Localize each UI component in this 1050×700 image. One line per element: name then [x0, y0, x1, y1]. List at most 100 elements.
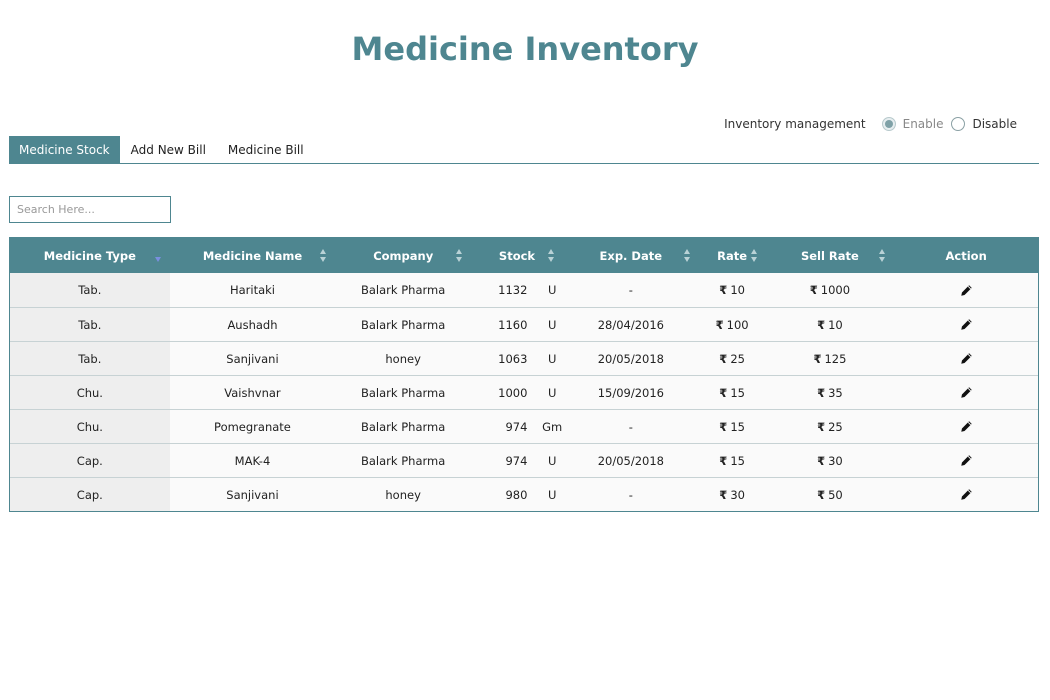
cell-company: Balark Pharma	[335, 410, 471, 443]
rupee-icon: ₹	[719, 419, 728, 434]
disable-radio[interactable]	[951, 117, 966, 131]
inventory-management: Inventory management Enable Disable	[724, 117, 1017, 131]
pencil-edit-icon[interactable]	[960, 352, 973, 365]
pencil-edit-icon[interactable]	[960, 488, 973, 501]
rate-value: 30	[730, 487, 745, 502]
table-row[interactable]: Cap. Sanjivani honey 980 U - ₹30 ₹50	[10, 477, 1038, 511]
cell-rate: ₹15	[698, 410, 766, 443]
table-row[interactable]: Chu. Vaishvnar Balark Pharma 1000 U 15/09/201…	[10, 375, 1038, 409]
tab-bar: Medicine Stock Add New Bill Medicine Bil…	[9, 136, 1039, 164]
cell-stock: 974 U	[471, 444, 563, 477]
cell-company: Balark Pharma	[335, 308, 471, 341]
table-body: Tab. Haritaki Balark Pharma 1132 U - ₹10 ₹1000 T…	[10, 273, 1038, 511]
cell-stock: 980 U	[471, 478, 563, 511]
sell-rate-value: 25	[828, 419, 843, 434]
header-exp-date[interactable]: Exp. Date	[563, 238, 699, 273]
pencil-edit-icon[interactable]	[960, 318, 973, 331]
cell-medicine-type: Chu.	[10, 410, 170, 443]
cell-stock: 1160 U	[471, 308, 563, 341]
sort-icon[interactable]	[456, 249, 463, 262]
rupee-icon: ₹	[817, 317, 826, 332]
cell-sell-rate: ₹35	[765, 376, 895, 409]
header-sell-rate[interactable]: Sell Rate	[766, 238, 895, 273]
table-row[interactable]: Tab. Sanjivani honey 1063 U 20/05/2018 ₹25 ₹125	[10, 341, 1038, 375]
stock-quantity: 1160	[498, 317, 528, 332]
cell-company: Balark Pharma	[335, 444, 471, 477]
tab-medicine-stock[interactable]: Medicine Stock	[9, 136, 120, 163]
tab-add-new-bill[interactable]: Add New Bill	[130, 142, 206, 157]
pencil-edit-icon[interactable]	[960, 420, 973, 433]
cell-action	[894, 410, 1038, 443]
rupee-icon: ₹	[715, 317, 724, 332]
cell-sell-rate: ₹25	[765, 410, 895, 443]
stock-unit: Gm	[542, 419, 563, 434]
table-row[interactable]: Tab. Aushadh Balark Pharma 1160 U 28/04/2016 ₹…	[10, 307, 1038, 341]
cell-stock: 974 Gm	[471, 410, 563, 443]
cell-action	[894, 342, 1038, 375]
stock-unit: U	[548, 453, 557, 468]
table-row[interactable]: Chu. Pomegranate Balark Pharma 974 Gm - ₹15 ₹25	[10, 409, 1038, 443]
pencil-edit-icon[interactable]	[960, 454, 973, 467]
cell-exp-date: 20/05/2018	[563, 444, 699, 477]
stock-quantity: 974	[505, 453, 528, 468]
header-medicine-type[interactable]: Medicine Type	[10, 238, 170, 273]
cell-action	[894, 444, 1038, 477]
rate-value: 15	[730, 453, 745, 468]
cell-medicine-type: Chu.	[10, 376, 170, 409]
header-label: Exp. Date	[599, 248, 663, 263]
medicine-table: Medicine Type Medicine Name Company Stoc…	[9, 237, 1039, 512]
inventory-management-label: Inventory management	[724, 117, 866, 131]
tab-medicine-bill[interactable]: Medicine Bill	[227, 142, 304, 157]
rate-value: 10	[730, 283, 745, 297]
cell-medicine-name: Sanjivani	[169, 342, 336, 375]
cell-action	[894, 478, 1038, 511]
rupee-icon: ₹	[817, 487, 826, 502]
enable-radio-option[interactable]: Enable	[881, 117, 943, 131]
sort-desc-icon[interactable]	[154, 249, 162, 262]
pencil-edit-icon[interactable]	[960, 284, 973, 297]
cell-rate: ₹30	[698, 478, 766, 511]
cell-rate: ₹25	[698, 342, 766, 375]
rupee-icon: ₹	[719, 385, 728, 400]
cell-rate: ₹15	[698, 376, 766, 409]
table-row[interactable]: Tab. Haritaki Balark Pharma 1132 U - ₹10 ₹1000	[10, 273, 1038, 307]
header-company[interactable]: Company	[335, 238, 471, 273]
rupee-icon: ₹	[817, 453, 826, 468]
cell-medicine-type: Cap.	[10, 444, 170, 477]
sort-icon[interactable]	[320, 249, 327, 262]
rupee-icon: ₹	[817, 419, 826, 434]
header-stock[interactable]: Stock	[471, 238, 563, 273]
sort-icon[interactable]	[879, 249, 886, 262]
rupee-icon: ₹	[817, 385, 826, 400]
search-input[interactable]	[9, 196, 171, 223]
cell-stock: 1063 U	[471, 342, 563, 375]
sell-rate-value: 30	[828, 453, 843, 468]
sort-icon[interactable]	[750, 249, 758, 262]
stock-unit: U	[548, 351, 557, 366]
rate-value: 15	[730, 385, 745, 400]
pencil-edit-icon[interactable]	[960, 386, 973, 399]
sort-icon[interactable]	[547, 249, 555, 262]
stock-quantity: 1132	[498, 283, 528, 297]
sort-icon[interactable]	[683, 249, 691, 262]
rate-value: 100	[726, 317, 749, 332]
stock-unit: U	[548, 283, 557, 297]
enable-radio[interactable]	[881, 117, 896, 131]
disable-radio-option[interactable]: Disable	[951, 117, 1017, 131]
header-medicine-name[interactable]: Medicine Name	[170, 238, 336, 273]
table-row[interactable]: Cap. MAK-4 Balark Pharma 974 U 20/05/2018 ₹15 ₹…	[10, 443, 1038, 477]
rupee-icon: ₹	[813, 351, 822, 366]
cell-rate: ₹100	[698, 308, 766, 341]
cell-stock: 1132 U	[471, 273, 563, 307]
cell-exp-date: 28/04/2016	[563, 308, 699, 341]
cell-exp-date: 15/09/2016	[563, 376, 699, 409]
rupee-icon: ₹	[719, 351, 728, 366]
header-label: Company	[373, 248, 434, 263]
cell-medicine-type: Tab.	[10, 342, 170, 375]
header-action: Action	[894, 238, 1038, 273]
cell-sell-rate: ₹10	[765, 308, 895, 341]
cell-medicine-type: Cap.	[10, 478, 170, 511]
rupee-icon: ₹	[719, 487, 728, 502]
header-rate[interactable]: Rate	[699, 238, 766, 273]
sell-rate-value: 10	[828, 317, 843, 332]
